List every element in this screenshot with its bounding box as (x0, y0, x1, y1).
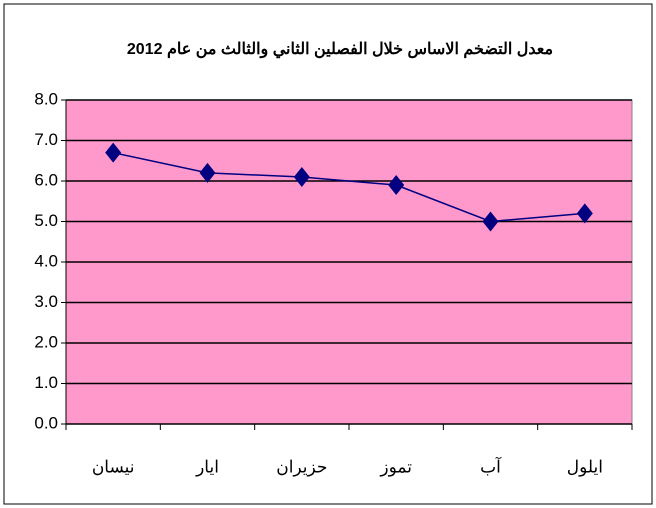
y-tick-label: 6.0 (34, 170, 58, 189)
y-tick-label: 8.0 (34, 89, 58, 108)
marker (576, 203, 593, 224)
y-tick-label: 2.0 (34, 332, 58, 351)
y-tick-label: 0.0 (34, 413, 58, 432)
x-tick-label: نيسان (92, 457, 135, 476)
x-tick-label: ايار (195, 457, 219, 477)
y-tick-label: 7.0 (34, 130, 58, 149)
x-tick-label: آب (480, 455, 502, 476)
series-line (113, 151, 585, 223)
marker (105, 142, 122, 163)
y-tick-label: 3.0 (34, 292, 58, 311)
chart-title: معدل التضخم الاساس خلال الفصلين الثاني و… (127, 41, 553, 59)
marker (199, 162, 216, 183)
marker (388, 175, 405, 196)
y-tick-label: 5.0 (34, 211, 58, 230)
marker (482, 211, 499, 232)
y-tick-label: 1.0 (34, 373, 58, 392)
x-tick-label: تموز (379, 457, 412, 477)
x-tick-label: ايلول (567, 457, 603, 477)
y-tick-label: 4.0 (34, 251, 58, 270)
x-tick-label: حزيران (276, 457, 327, 477)
marker (293, 166, 310, 187)
